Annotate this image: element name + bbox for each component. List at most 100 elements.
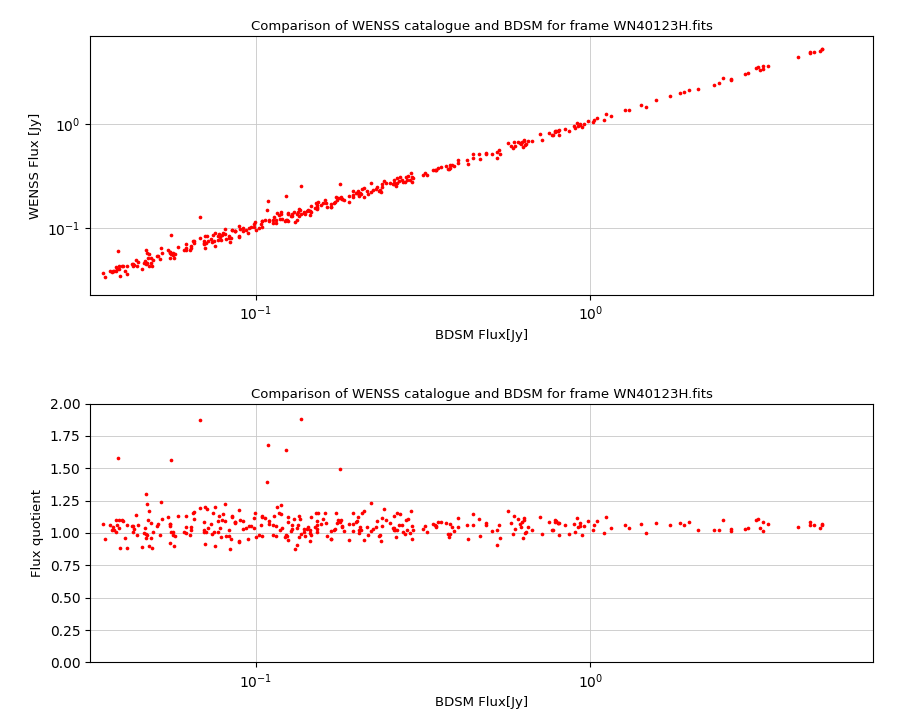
Point (814, 43, 829, 55)
Point (577, 521, 591, 532)
Point (622, 104, 636, 116)
Point (490, 152, 504, 163)
Point (370, 515, 384, 526)
Point (107, 524, 122, 536)
Point (716, 514, 731, 526)
Point (443, 159, 457, 171)
Point (324, 533, 338, 544)
Point (545, 129, 560, 140)
Point (724, 526, 738, 537)
Point (247, 222, 261, 233)
Point (438, 160, 453, 171)
Point (98, 271, 112, 283)
Y-axis label: Flux quotient: Flux quotient (31, 489, 44, 577)
Point (572, 120, 586, 132)
Point (716, 73, 731, 84)
Point (580, 115, 595, 127)
Point (479, 148, 493, 160)
Point (111, 245, 125, 256)
Point (268, 214, 283, 225)
Point (135, 263, 149, 274)
Point (752, 523, 767, 534)
Point (258, 512, 273, 523)
Point (551, 517, 565, 528)
Point (98, 534, 112, 545)
Point (126, 521, 140, 532)
Point (400, 174, 414, 186)
Point (328, 507, 343, 518)
Point (302, 209, 317, 220)
Point (549, 516, 563, 527)
Point (562, 528, 576, 539)
Point (388, 178, 402, 189)
Point (577, 118, 591, 130)
Point (218, 228, 232, 240)
Point (333, 464, 347, 475)
Point (153, 529, 167, 541)
Point (231, 231, 246, 243)
Point (319, 197, 333, 209)
Point (155, 514, 169, 526)
Point (228, 516, 242, 528)
Point (567, 518, 581, 530)
Point (518, 139, 532, 150)
Point (390, 172, 404, 184)
Point (200, 230, 214, 241)
Point (127, 259, 141, 271)
Point (164, 526, 178, 538)
Point (214, 235, 229, 246)
Point (142, 248, 157, 260)
Point (179, 242, 194, 253)
Point (466, 519, 481, 531)
Point (292, 204, 306, 215)
Point (179, 527, 194, 539)
Point (356, 192, 371, 203)
Point (187, 237, 202, 248)
Point (274, 500, 289, 511)
Point (186, 235, 201, 247)
Point (751, 61, 765, 73)
Point (493, 148, 508, 160)
Point (517, 514, 531, 526)
Point (179, 521, 194, 532)
Point (399, 171, 413, 183)
Point (244, 222, 258, 233)
Point (240, 534, 255, 545)
Point (126, 526, 140, 537)
Point (248, 216, 262, 228)
Point (372, 185, 386, 197)
Point (233, 223, 248, 235)
Point (104, 265, 118, 276)
Point (587, 519, 601, 531)
Point (348, 187, 363, 199)
Point (400, 171, 415, 182)
Point (166, 249, 180, 261)
Point (586, 117, 600, 128)
Point (419, 526, 434, 537)
Point (428, 164, 443, 176)
Point (310, 519, 324, 531)
Point (491, 519, 506, 531)
Point (445, 521, 459, 532)
Point (260, 477, 274, 488)
Point (199, 526, 213, 538)
Point (154, 496, 168, 508)
Point (198, 538, 212, 549)
Point (328, 191, 343, 202)
Point (261, 439, 275, 451)
Point (303, 511, 318, 523)
Point (139, 488, 153, 500)
Point (214, 531, 229, 542)
Point (302, 205, 317, 217)
Point (110, 263, 124, 274)
Point (176, 245, 191, 256)
Point (293, 180, 308, 192)
Point (472, 148, 486, 160)
Point (163, 246, 177, 258)
Point (146, 254, 160, 266)
Point (690, 84, 705, 95)
Point (215, 515, 230, 526)
Point (236, 523, 250, 535)
Point (266, 529, 281, 541)
Point (107, 266, 122, 277)
